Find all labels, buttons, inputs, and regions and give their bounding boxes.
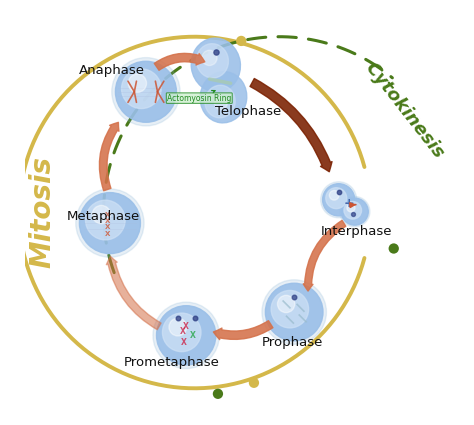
Text: X: X <box>181 338 187 348</box>
Text: Mitosis: Mitosis <box>28 156 56 269</box>
Text: X: X <box>105 212 110 218</box>
Circle shape <box>169 318 187 336</box>
Circle shape <box>153 302 219 368</box>
Text: X: X <box>105 218 110 224</box>
Point <box>214 391 222 397</box>
Circle shape <box>344 201 362 219</box>
Text: Metaphase: Metaphase <box>67 210 140 223</box>
Circle shape <box>80 193 140 254</box>
Circle shape <box>116 61 176 122</box>
Circle shape <box>121 69 161 108</box>
Circle shape <box>271 290 309 328</box>
Point <box>349 210 356 217</box>
Circle shape <box>277 295 295 313</box>
Point <box>250 380 258 386</box>
Ellipse shape <box>191 38 240 92</box>
Text: Telophase: Telophase <box>215 105 281 118</box>
Point <box>237 37 245 44</box>
Circle shape <box>329 190 339 200</box>
Point <box>191 314 199 321</box>
Circle shape <box>341 198 368 225</box>
Circle shape <box>156 306 216 365</box>
Text: Anaphase: Anaphase <box>79 64 145 77</box>
Circle shape <box>85 200 125 240</box>
Text: Interphase: Interphase <box>321 225 392 238</box>
Text: Actomyosin Ring: Actomyosin Ring <box>167 91 231 102</box>
Ellipse shape <box>196 44 228 78</box>
Point <box>174 314 182 321</box>
Circle shape <box>262 280 327 344</box>
Circle shape <box>215 97 227 110</box>
Text: X: X <box>180 327 186 337</box>
Circle shape <box>202 50 217 65</box>
Ellipse shape <box>205 85 235 118</box>
Circle shape <box>76 189 144 257</box>
Circle shape <box>320 182 357 218</box>
Circle shape <box>323 184 355 216</box>
Point <box>212 49 219 56</box>
Text: X: X <box>183 322 189 331</box>
Text: Prophase: Prophase <box>262 337 323 349</box>
Circle shape <box>128 74 146 92</box>
Circle shape <box>163 313 201 351</box>
Text: Cytokinesis: Cytokinesis <box>361 59 447 162</box>
Text: X: X <box>190 331 195 340</box>
Circle shape <box>112 58 180 126</box>
Circle shape <box>339 196 370 227</box>
Circle shape <box>265 283 323 341</box>
Point <box>390 245 398 252</box>
Circle shape <box>347 204 355 212</box>
Text: +: + <box>344 197 354 210</box>
Point <box>291 294 298 300</box>
Circle shape <box>326 188 346 209</box>
Point <box>335 189 342 196</box>
Text: X: X <box>105 231 110 237</box>
Ellipse shape <box>200 72 247 123</box>
Circle shape <box>92 205 110 224</box>
Text: Prometaphase: Prometaphase <box>123 357 219 369</box>
Text: X: X <box>105 224 110 230</box>
